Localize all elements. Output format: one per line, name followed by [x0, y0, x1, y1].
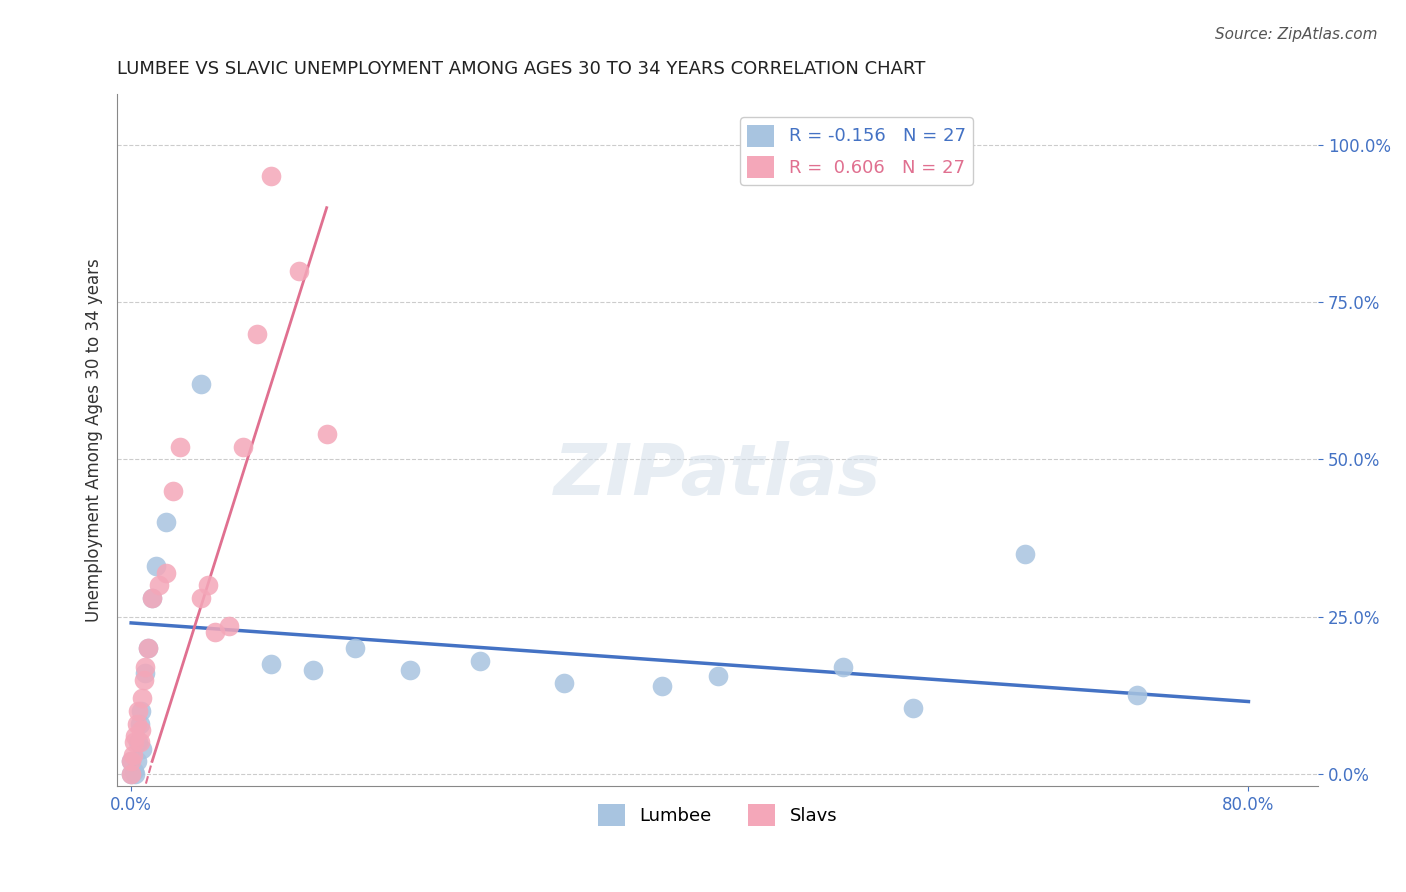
Point [122, 735, 145, 749]
Point [218, 619, 240, 633]
Text: LUMBEE VS SLAVIC UNEMPLOYMENT AMONG AGES 30 TO 34 YEARS CORRELATION CHART: LUMBEE VS SLAVIC UNEMPLOYMENT AMONG AGES… [117, 60, 925, 78]
Point [260, 657, 283, 671]
Point [134, 666, 156, 681]
Point [136, 641, 159, 656]
Point [122, 764, 145, 778]
Point [1014, 547, 1036, 561]
Point [260, 169, 283, 184]
Point [651, 679, 673, 693]
Point [903, 701, 925, 715]
Point [124, 729, 146, 743]
Point [129, 723, 152, 737]
Point [197, 578, 219, 592]
Point [190, 591, 212, 605]
Point [148, 578, 170, 592]
Point [232, 440, 254, 454]
Point [134, 660, 156, 674]
Point [132, 673, 155, 687]
Point [315, 427, 337, 442]
Point [128, 716, 150, 731]
Point [343, 641, 366, 656]
Point [190, 376, 212, 391]
Point [204, 625, 226, 640]
Y-axis label: Unemployment Among Ages 30 to 34 years: Unemployment Among Ages 30 to 34 years [86, 259, 103, 623]
Point [246, 326, 269, 341]
Point [162, 483, 184, 498]
Point [136, 641, 159, 656]
Point [125, 754, 148, 768]
Point [169, 440, 191, 454]
Text: ZIPatlas: ZIPatlas [554, 441, 882, 509]
Point [141, 591, 163, 605]
Text: Source: ZipAtlas.com: Source: ZipAtlas.com [1215, 27, 1378, 42]
Point [120, 767, 142, 781]
Point [120, 754, 142, 768]
Point [287, 263, 309, 277]
Point [155, 566, 177, 580]
Point [129, 704, 152, 718]
Point [131, 691, 153, 706]
Point [155, 515, 177, 529]
Point [124, 767, 146, 781]
Point [120, 767, 142, 781]
Point [121, 747, 143, 762]
Point [553, 675, 575, 690]
Point [125, 716, 148, 731]
Point [301, 663, 323, 677]
Point [120, 754, 142, 768]
Point [399, 663, 422, 677]
Point [128, 735, 150, 749]
Point [141, 591, 163, 605]
Point [131, 741, 153, 756]
Point [127, 735, 149, 749]
Point [470, 654, 492, 668]
Point [706, 669, 728, 683]
Legend: Lumbee, Slavs: Lumbee, Slavs [591, 797, 845, 833]
Point [145, 559, 167, 574]
Point [832, 660, 855, 674]
Point [127, 704, 149, 718]
Point [1125, 688, 1147, 702]
